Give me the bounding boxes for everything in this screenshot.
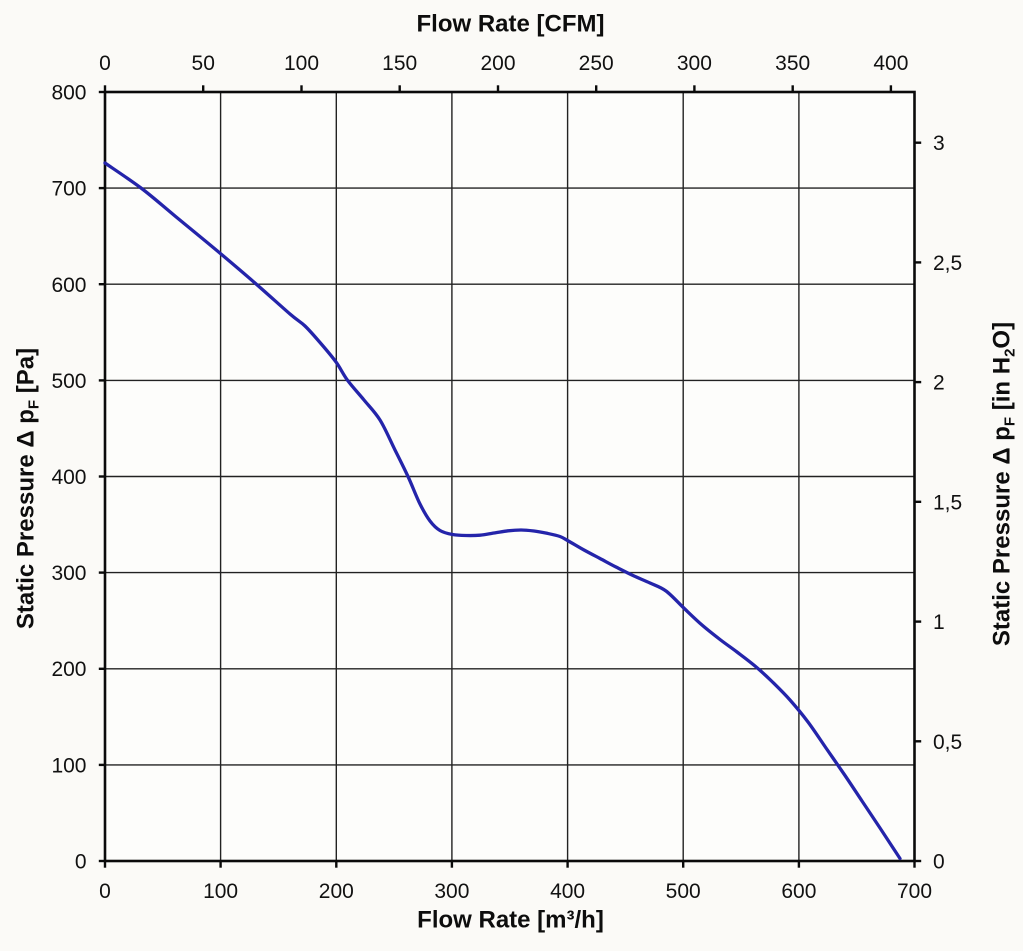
svg-text:500: 500: [51, 370, 86, 393]
svg-text:50: 50: [192, 52, 215, 75]
svg-text:Static Pressure Δ pF [in H2O]: Static Pressure Δ pF [in H2O]: [989, 322, 1019, 646]
svg-text:Flow Rate [m³/h]: Flow Rate [m³/h]: [417, 907, 604, 934]
svg-text:400: 400: [51, 466, 86, 489]
svg-text:400: 400: [873, 52, 908, 75]
svg-text:Static Pressure Δ pF [Pa]: Static Pressure Δ pF [Pa]: [13, 348, 43, 629]
svg-text:2: 2: [933, 372, 945, 395]
svg-text:Flow Rate [CFM]: Flow Rate [CFM]: [417, 11, 605, 38]
svg-text:400: 400: [550, 880, 585, 903]
svg-text:700: 700: [897, 880, 932, 903]
svg-text:800: 800: [51, 82, 86, 105]
svg-text:0: 0: [933, 851, 945, 874]
svg-text:1: 1: [933, 611, 945, 634]
svg-text:1,5: 1,5: [933, 491, 962, 514]
svg-text:200: 200: [51, 658, 86, 681]
svg-text:200: 200: [319, 880, 354, 903]
svg-text:0: 0: [99, 880, 111, 903]
svg-text:300: 300: [434, 880, 469, 903]
svg-text:2,5: 2,5: [933, 252, 962, 275]
svg-text:300: 300: [677, 52, 712, 75]
svg-text:3: 3: [933, 132, 945, 155]
svg-text:0: 0: [75, 851, 87, 874]
svg-text:150: 150: [382, 52, 417, 75]
svg-text:600: 600: [781, 880, 816, 903]
svg-text:300: 300: [51, 562, 86, 585]
svg-text:0,5: 0,5: [933, 731, 962, 754]
svg-text:0: 0: [99, 52, 111, 75]
svg-text:100: 100: [284, 52, 319, 75]
svg-text:500: 500: [666, 880, 701, 903]
svg-text:100: 100: [203, 880, 238, 903]
svg-text:100: 100: [51, 754, 86, 777]
svg-text:200: 200: [480, 52, 515, 75]
svg-text:600: 600: [51, 274, 86, 297]
svg-text:700: 700: [51, 178, 86, 201]
svg-text:250: 250: [579, 52, 614, 75]
svg-text:350: 350: [775, 52, 810, 75]
